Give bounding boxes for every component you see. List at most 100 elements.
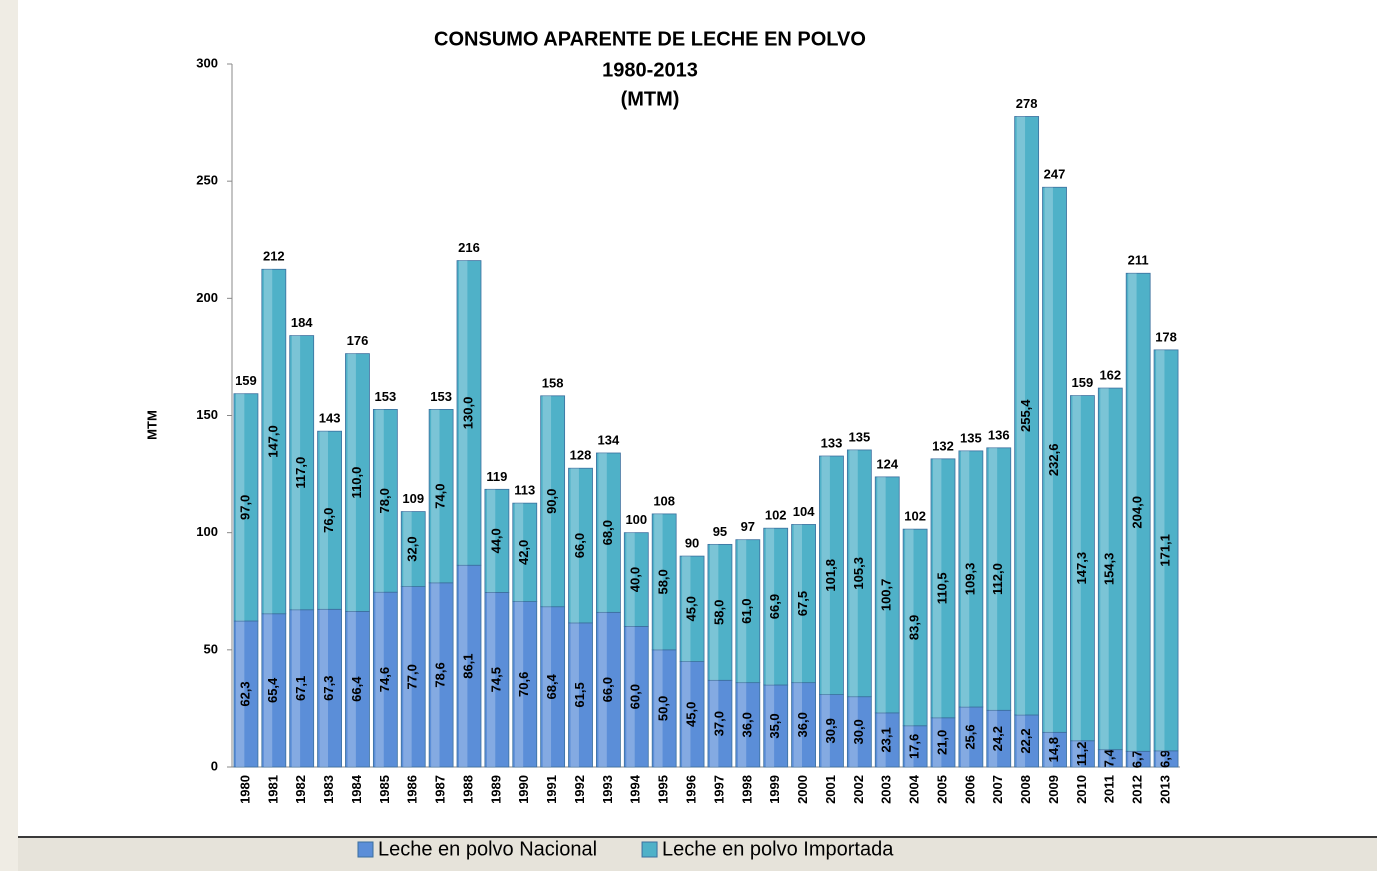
value-label: 77,0 <box>405 664 420 689</box>
bar-shine <box>263 613 273 767</box>
x-tick-label: 1992 <box>572 775 587 804</box>
bottom-strip <box>18 838 1377 871</box>
value-label: 70,6 <box>516 672 531 697</box>
x-tick-label: 2003 <box>879 775 894 804</box>
bar-shine <box>598 452 607 613</box>
total-label: 176 <box>347 333 369 348</box>
bar-shine <box>988 447 998 711</box>
bar-shine <box>1128 273 1137 752</box>
value-label: 35,0 <box>767 713 782 738</box>
value-label: 78,6 <box>433 662 448 687</box>
value-label: 78,0 <box>377 488 392 513</box>
bar-segment <box>289 335 315 611</box>
x-tick-label: 1988 <box>460 775 475 804</box>
total-label: 211 <box>1128 253 1149 268</box>
bar-segment <box>819 455 844 695</box>
total-label: 104 <box>793 504 815 519</box>
bar-shine <box>737 682 747 767</box>
total-label: 109 <box>402 491 424 506</box>
value-label: 66,0 <box>600 677 615 702</box>
bar-segment <box>1097 387 1123 751</box>
bar-shine <box>960 707 970 767</box>
bar-shine <box>737 539 747 683</box>
total-label: 159 <box>235 373 257 388</box>
bar-shine <box>849 696 858 767</box>
bar-shine <box>459 565 468 767</box>
chart-title: CONSUMO APARENTE DE LECHE EN POLVO <box>434 28 866 50</box>
value-label: 30,0 <box>851 719 866 744</box>
x-tick-label: 1982 <box>293 775 308 804</box>
bar-shine <box>793 524 802 683</box>
x-tick-label: 2000 <box>795 775 810 804</box>
value-label: 255,4 <box>1018 399 1033 432</box>
bar-shine <box>709 680 719 767</box>
value-label: 90,0 <box>544 489 559 514</box>
x-tick-label: 2012 <box>1130 775 1145 804</box>
bar-segment <box>261 268 287 615</box>
value-label: 21,0 <box>934 730 949 755</box>
total-label: 184 <box>291 315 313 330</box>
value-label: 76,0 <box>321 508 336 533</box>
value-label: 74,0 <box>433 483 448 508</box>
bar-segment <box>345 353 370 612</box>
y-tick-label: 0 <box>211 758 218 773</box>
x-tick-label: 1997 <box>711 775 726 804</box>
bar-shine <box>626 532 635 627</box>
bar-segment <box>874 476 900 714</box>
bar-shine <box>1044 732 1053 767</box>
bar-shine <box>877 712 886 767</box>
x-tick-label: 1981 <box>265 775 280 804</box>
bar-shine <box>709 544 719 681</box>
value-label: 58,0 <box>711 600 726 625</box>
x-tick-label: 1994 <box>628 774 643 804</box>
value-label: 36,0 <box>739 712 754 737</box>
total-label: 162 <box>1099 368 1121 383</box>
value-label: 147,0 <box>265 425 280 458</box>
bar-shine <box>514 601 524 767</box>
bar-shine <box>1016 116 1026 715</box>
value-label: 40,0 <box>628 567 643 592</box>
value-label: 101,8 <box>823 559 838 592</box>
y-tick-label: 300 <box>196 55 218 70</box>
value-label: 17,6 <box>907 734 922 759</box>
bar-shine <box>905 725 914 767</box>
bar-segment <box>902 528 928 727</box>
x-tick-label: 2001 <box>823 775 838 804</box>
value-label: 24,2 <box>990 726 1005 751</box>
total-label: 212 <box>263 249 285 264</box>
value-label: 62,3 <box>237 681 252 706</box>
value-label: 86,1 <box>460 653 475 678</box>
total-label: 158 <box>542 375 564 390</box>
bar-segment <box>679 555 705 662</box>
value-label: 112,0 <box>990 563 1005 595</box>
bar-shine <box>291 335 301 610</box>
value-label: 22,2 <box>1018 728 1033 753</box>
value-label: 232,6 <box>1046 444 1061 477</box>
bar-shine <box>821 456 830 695</box>
bar-shine <box>403 586 412 767</box>
value-label: 45,0 <box>683 596 698 621</box>
legend-label: Leche en polvo Nacional <box>378 838 597 860</box>
total-label: 97 <box>741 519 755 534</box>
bar-segment <box>568 467 593 624</box>
bar-segment <box>846 449 872 698</box>
total-label: 124 <box>876 456 898 471</box>
bar-segment <box>707 543 733 681</box>
value-label: 30,9 <box>823 718 838 743</box>
value-label: 65,4 <box>265 677 280 703</box>
total-label: 178 <box>1155 329 1177 344</box>
bar-shine <box>960 450 970 708</box>
bar-shine <box>235 393 245 622</box>
bar-shine <box>1016 714 1026 767</box>
value-label: 204,0 <box>1130 496 1145 529</box>
bar-segment <box>484 488 510 593</box>
value-label: 45,0 <box>683 702 698 727</box>
x-tick-label: 2008 <box>1018 775 1033 804</box>
bar-segment <box>986 447 1012 711</box>
value-label: 36,0 <box>795 712 810 737</box>
bar-shine <box>654 649 663 767</box>
bar-shine <box>486 489 496 593</box>
value-label: 97,0 <box>237 495 252 520</box>
bottom-rule <box>18 836 1377 838</box>
